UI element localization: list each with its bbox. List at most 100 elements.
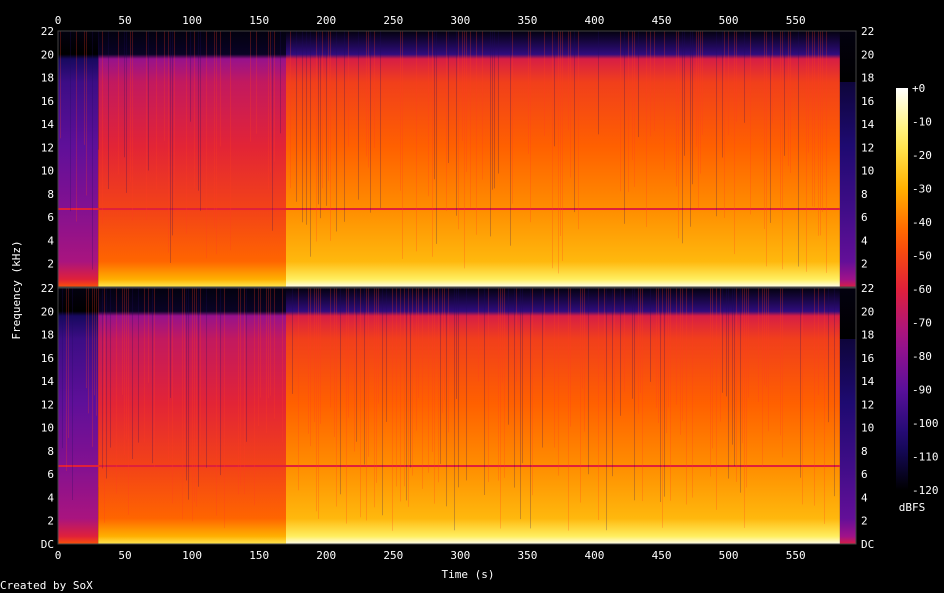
spectral-streak: [650, 288, 651, 382]
y-tick-label-left: 20: [41, 48, 54, 61]
spectral-streak: [464, 31, 465, 269]
spectral-streak: [798, 31, 799, 267]
x-axis-label: Time (s): [442, 568, 495, 581]
y-tick-label-left: 10: [41, 165, 54, 178]
spectral-streak: [268, 31, 269, 190]
spectral-streak: [320, 31, 321, 219]
spectral-streak: [544, 288, 545, 378]
spectral-streak: [598, 31, 599, 135]
spectral-streak: [230, 31, 231, 251]
spectral-streak: [770, 31, 771, 223]
spectral-streak: [434, 288, 435, 504]
y-tick-label-right: 8: [861, 188, 868, 201]
spectral-streak: [364, 288, 365, 465]
spectral-streak: [270, 31, 271, 173]
spectral-streak: [148, 31, 149, 171]
spectral-streak: [422, 288, 423, 489]
spectral-streak: [76, 31, 77, 222]
spectral-streak: [402, 31, 403, 259]
spectral-streak: [102, 288, 103, 469]
axes: 0 0 50 50 100 100 150 150 200 200 250 250 300 300 350 3…: [41, 14, 875, 562]
spectral-streak: [442, 288, 443, 414]
spectral-streak: [530, 288, 531, 529]
y-tick-label-right: 10: [861, 422, 874, 435]
spectral-streak: [356, 288, 357, 442]
spectral-streak: [270, 288, 271, 396]
spectral-streak: [750, 31, 751, 215]
colorbar: +0 -10 -20 -30 -40 -50 -60 -70 -80 -90 -100 -110 -12…: [896, 82, 939, 497]
spectral-streak: [582, 288, 583, 389]
spectral-streak: [186, 288, 187, 481]
spectral-streak: [94, 288, 95, 396]
spectral-streak: [86, 31, 87, 196]
spectral-streak: [632, 31, 633, 160]
spectral-streak: [86, 288, 87, 389]
spectral-streak: [188, 288, 189, 500]
spectral-streak: [370, 31, 371, 213]
spectral-streak: [728, 288, 729, 479]
y-tick-label-left: 22: [41, 282, 54, 295]
spectral-streak: [744, 288, 745, 528]
spectral-streak: [530, 31, 531, 223]
y-tick-label-right: 2: [861, 258, 868, 271]
x-tick-label-top: 0: [55, 14, 62, 27]
spectral-streak: [216, 288, 217, 516]
spectral-streak: [812, 31, 813, 207]
spectral-streak: [784, 31, 785, 156]
x-tick-label-bottom: 300: [450, 549, 470, 562]
channel-panel-1: [57, 30, 857, 288]
spectral-streak: [820, 31, 821, 236]
spectral-streak: [124, 31, 125, 158]
channel-panel-2: [57, 287, 857, 545]
y-tick-label-right: 20: [861, 48, 874, 61]
y-tick-label-right: 22: [861, 282, 874, 295]
spectral-streak: [404, 288, 405, 487]
spectral-streak: [624, 31, 625, 224]
y-tick-label-left: 8: [47, 445, 54, 458]
y-tick-label-left: 2: [47, 258, 54, 271]
spectral-streak: [598, 288, 599, 521]
spectral-streak: [282, 288, 283, 443]
colorbar-label: dBFS: [899, 501, 926, 514]
spectral-streak: [606, 288, 607, 531]
spectral-streak: [238, 288, 239, 495]
spectral-streak: [146, 31, 147, 220]
y-tick-label-right: DC: [861, 538, 874, 551]
spectral-streak: [374, 31, 375, 148]
x-tick-label-bottom: 350: [517, 549, 537, 562]
spectral-streak: [128, 288, 129, 515]
y-tick-label-left: 6: [47, 468, 54, 481]
colorbar-tick-label: -20: [912, 149, 932, 162]
spectral-streak: [458, 288, 459, 488]
spectral-streak: [664, 288, 665, 497]
spectrogram-panels: [57, 30, 857, 545]
spectrogram-segment: [98, 288, 286, 544]
y-tick-label-right: 6: [861, 211, 868, 224]
spectrogram-segment: [286, 288, 840, 544]
spectral-streak: [780, 31, 781, 211]
spectral-streak: [664, 31, 665, 170]
spectral-streak: [692, 288, 693, 498]
x-tick-label-bottom: 0: [55, 549, 62, 562]
y-tick-label-left: 22: [41, 25, 54, 38]
spectral-streak: [782, 31, 783, 270]
spectral-streak: [466, 31, 467, 172]
spectral-streak: [448, 31, 449, 164]
x-tick-label-bottom: 450: [652, 549, 672, 562]
y-tick-label-right: 10: [861, 165, 874, 178]
spectral-streak: [772, 31, 773, 123]
spectral-streak: [244, 288, 245, 495]
spectral-streak: [640, 288, 641, 393]
spectral-streak: [392, 288, 393, 531]
spectral-streak: [396, 288, 397, 487]
spectral-streak: [186, 31, 187, 234]
x-tick-label-top: 350: [517, 14, 537, 27]
spectral-streak: [732, 288, 733, 445]
spectral-streak: [666, 288, 667, 434]
spectral-streak: [744, 31, 745, 123]
spectral-streak: [748, 288, 749, 398]
spectral-streak: [378, 288, 379, 404]
spectral-streak: [132, 31, 133, 221]
spectral-streak: [502, 288, 503, 383]
